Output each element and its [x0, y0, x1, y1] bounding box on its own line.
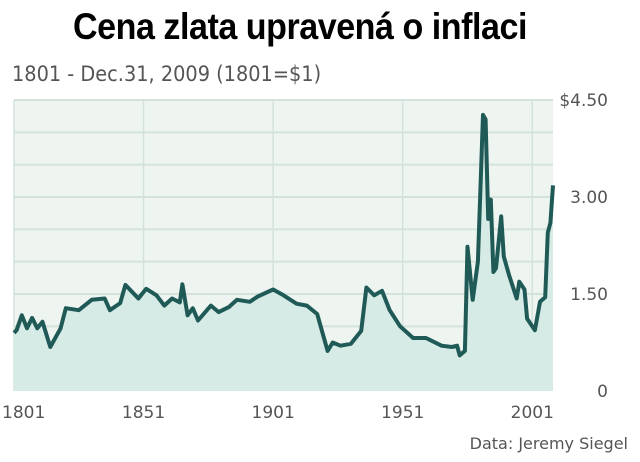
chart-subtitle: 1801 - Dec.31, 2009 (1801=$1) — [12, 62, 322, 86]
series-area — [14, 114, 553, 392]
x-tick-label: 1801 — [2, 403, 45, 423]
y-tick-label: 3.00 — [570, 188, 608, 208]
chart-title: Cena zlata upravená o inflaci — [73, 6, 527, 47]
data-source: Data: Jeremy Siegel — [469, 434, 628, 453]
y-tick-label: $4.50 — [559, 91, 608, 111]
x-tick-label: 1901 — [252, 403, 295, 423]
y-tick-label: 0 — [597, 382, 608, 402]
x-tick-label: 1851 — [122, 403, 165, 423]
x-tick-label: 2001 — [511, 403, 554, 423]
x-tick-label: 1951 — [381, 403, 424, 423]
series-line — [12, 112, 555, 358]
y-tick-label: 1.50 — [570, 285, 608, 305]
